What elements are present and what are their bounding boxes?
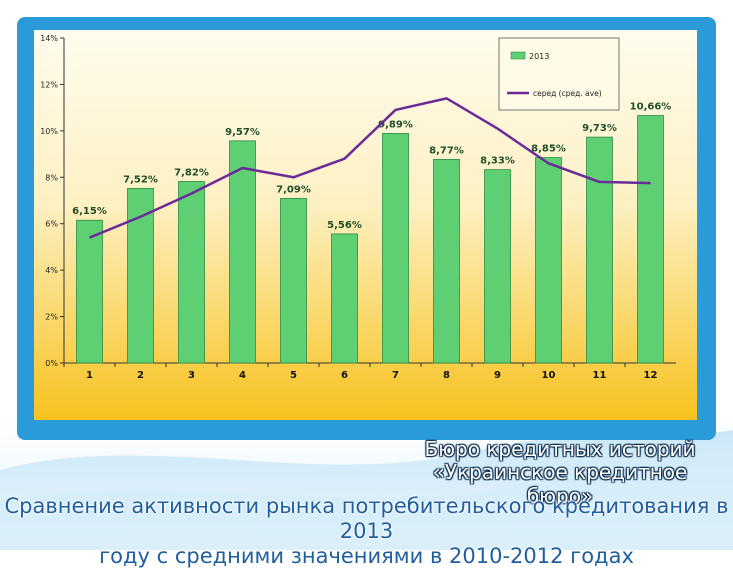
- legend-box: [498, 37, 620, 111]
- slide-title: Сравнение активности рынка потребительск…: [0, 494, 733, 569]
- bar-data-label: 7,09%: [276, 184, 311, 195]
- slide-title-line-1: Сравнение активности рынка потребительск…: [4, 494, 729, 543]
- bar: [637, 115, 664, 364]
- bar: [178, 181, 205, 364]
- bar: [280, 198, 307, 364]
- y-tick-label: 2%: [45, 313, 58, 322]
- bar-data-label: 10,66%: [630, 102, 672, 113]
- bar: [484, 169, 511, 364]
- bar-data-label: 6,15%: [72, 206, 107, 217]
- bar-data-label: 7,82%: [174, 167, 209, 178]
- bar: [331, 233, 358, 364]
- bar-data-label: 8,33%: [480, 156, 515, 167]
- x-tick-label: 2: [137, 370, 144, 381]
- source-line-1: Бюро кредитных историй: [424, 437, 696, 461]
- x-tick-label: 10: [542, 370, 556, 381]
- x-tick-label: 12: [644, 370, 658, 381]
- source-line-2: «Украинское кредитное бюро»: [432, 460, 688, 508]
- bar: [586, 136, 613, 364]
- x-tick-label: 8: [443, 370, 450, 381]
- y-tick-label: 0%: [45, 359, 58, 368]
- x-tick-label: 7: [392, 370, 399, 381]
- x-tick-label: 4: [239, 370, 246, 381]
- bar: [535, 157, 562, 364]
- x-tick-label: 5: [290, 370, 297, 381]
- average-series-line: [89, 97, 651, 239]
- y-tick-label: 10%: [40, 127, 58, 136]
- y-tick-label: 8%: [45, 173, 58, 182]
- y-tick-label: 12%: [40, 80, 58, 89]
- y-tick-label: 4%: [45, 266, 58, 275]
- bar: [229, 140, 256, 364]
- legend-bar-swatch: [510, 51, 526, 60]
- bar: [76, 219, 103, 364]
- bar-data-label: 9,73%: [582, 123, 617, 134]
- legend-label: серед (сред. ave): [533, 89, 602, 98]
- bar: [433, 159, 460, 364]
- x-tick-label: 1: [86, 370, 93, 381]
- chart: 0%2%4%6%8%10%12%14%1 2 3 4 5 6 7 8 9 10 11 126,15%7…: [40, 34, 676, 381]
- bar-data-label: 7,52%: [123, 174, 158, 185]
- decorative-wave: [0, 470, 733, 550]
- x-tick-label: 6: [341, 370, 348, 381]
- legend-label: 2013: [529, 52, 549, 61]
- slide-title-line-2: году с средними значениями в 2010-2012 г…: [99, 544, 634, 568]
- bar-data-label: 5,56%: [327, 220, 362, 231]
- bar-data-label: 9,57%: [225, 127, 260, 138]
- x-tick-label: 11: [593, 370, 607, 381]
- slide-background: 0%2%4%6%8%10%12%14%1 2 3 4 5 6 7 8 9 10 11 126,15%7…: [0, 0, 733, 550]
- bar-data-label: 8,85%: [531, 144, 566, 155]
- x-tick-label: 3: [188, 370, 195, 381]
- bar: [382, 133, 409, 364]
- bar-data-label: 9,89%: [378, 119, 413, 130]
- x-tick-label: 9: [494, 370, 501, 381]
- y-tick-label: 6%: [45, 220, 58, 229]
- bar-data-label: 8,77%: [429, 145, 464, 156]
- y-tick-label: 14%: [40, 34, 58, 43]
- bar: [127, 188, 154, 364]
